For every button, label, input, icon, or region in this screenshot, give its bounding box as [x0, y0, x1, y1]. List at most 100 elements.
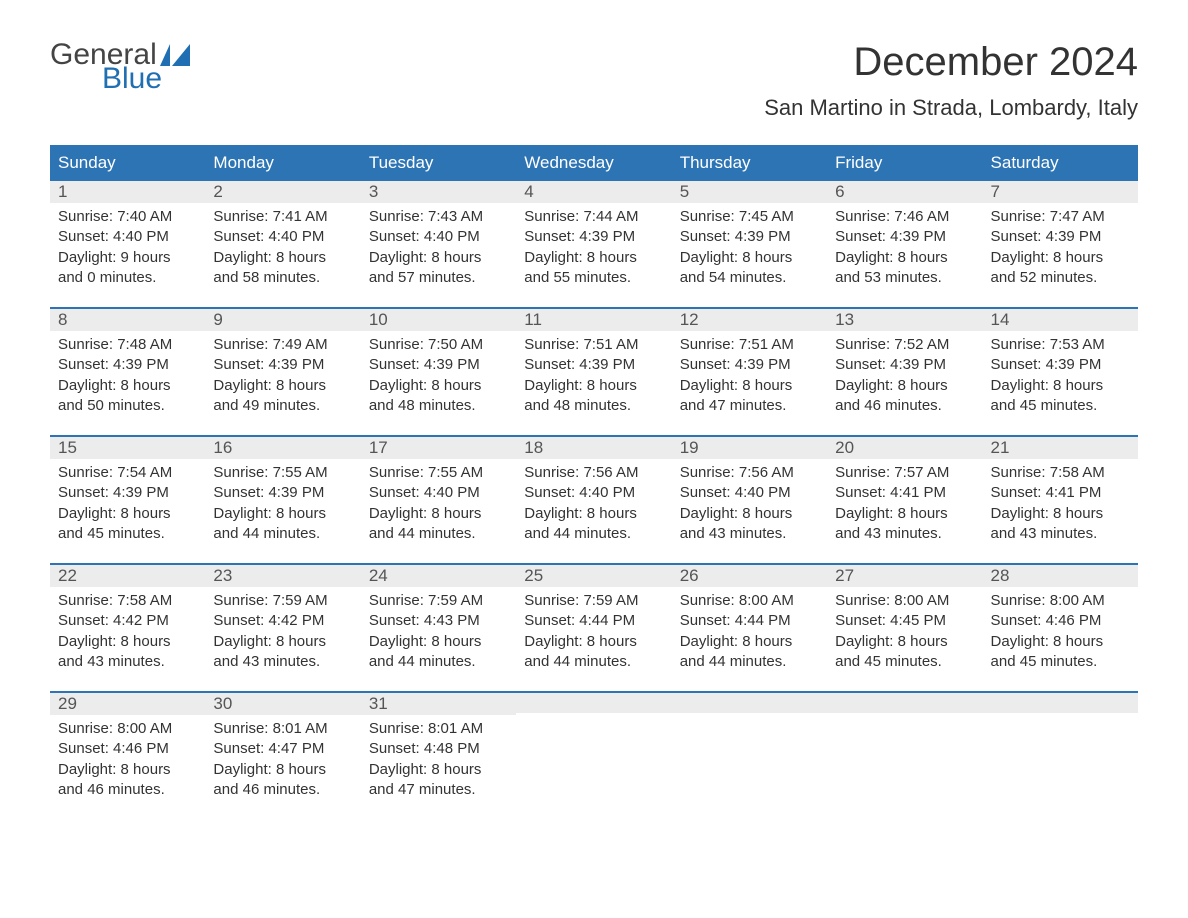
daylight-line-1: Daylight: 8 hours — [369, 632, 508, 652]
sunset-line: Sunset: 4:48 PM — [369, 739, 508, 759]
calendar-day-cell: 10Sunrise: 7:50 AMSunset: 4:39 PMDayligh… — [361, 307, 516, 435]
calendar-day-cell: 7Sunrise: 7:47 AMSunset: 4:39 PMDaylight… — [983, 179, 1138, 307]
weekday-header: Saturday — [983, 146, 1138, 179]
sunset-line: Sunset: 4:44 PM — [524, 611, 663, 631]
calendar-empty-cell — [672, 691, 827, 819]
day-number: 31 — [369, 694, 388, 713]
day-body: Sunrise: 8:00 AMSunset: 4:46 PMDaylight:… — [50, 715, 205, 806]
header: General Blue December 2024 San Martino i… — [50, 40, 1138, 121]
daylight-line-2: and 0 minutes. — [58, 268, 197, 288]
calendar-day-cell: 30Sunrise: 8:01 AMSunset: 4:47 PMDayligh… — [205, 691, 360, 819]
day-number: 21 — [991, 438, 1010, 457]
daylight-line-2: and 46 minutes. — [213, 780, 352, 800]
day-number-row: 5 — [672, 179, 827, 203]
daylight-line-2: and 43 minutes. — [213, 652, 352, 672]
daylight-line-1: Daylight: 8 hours — [369, 504, 508, 524]
sunset-line: Sunset: 4:39 PM — [680, 227, 819, 247]
calendar-day-cell: 21Sunrise: 7:58 AMSunset: 4:41 PMDayligh… — [983, 435, 1138, 563]
calendar-empty-cell — [983, 691, 1138, 819]
calendar-day-cell: 24Sunrise: 7:59 AMSunset: 4:43 PMDayligh… — [361, 563, 516, 691]
calendar-week-row: 15Sunrise: 7:54 AMSunset: 4:39 PMDayligh… — [50, 435, 1138, 563]
daylight-line-2: and 57 minutes. — [369, 268, 508, 288]
sunset-line: Sunset: 4:46 PM — [991, 611, 1130, 631]
sunset-line: Sunset: 4:40 PM — [680, 483, 819, 503]
calendar-week-row: 29Sunrise: 8:00 AMSunset: 4:46 PMDayligh… — [50, 691, 1138, 819]
sunset-line: Sunset: 4:40 PM — [213, 227, 352, 247]
day-number-row: 19 — [672, 435, 827, 459]
calendar-day-cell: 22Sunrise: 7:58 AMSunset: 4:42 PMDayligh… — [50, 563, 205, 691]
daylight-line-1: Daylight: 8 hours — [58, 504, 197, 524]
daylight-line-1: Daylight: 8 hours — [524, 632, 663, 652]
day-number: 30 — [213, 694, 232, 713]
empty-day-number-row — [983, 691, 1138, 713]
day-number-row: 8 — [50, 307, 205, 331]
daylight-line-2: and 44 minutes. — [369, 524, 508, 544]
calendar: Sunday Monday Tuesday Wednesday Thursday… — [50, 145, 1138, 819]
day-number-row: 23 — [205, 563, 360, 587]
sunrise-line: Sunrise: 7:51 AM — [524, 335, 663, 355]
daylight-line-1: Daylight: 8 hours — [835, 248, 974, 268]
weekday-header-row: Sunday Monday Tuesday Wednesday Thursday… — [50, 146, 1138, 179]
sunrise-line: Sunrise: 7:59 AM — [369, 591, 508, 611]
day-number-row: 25 — [516, 563, 671, 587]
sunset-line: Sunset: 4:44 PM — [680, 611, 819, 631]
calendar-day-cell: 27Sunrise: 8:00 AMSunset: 4:45 PMDayligh… — [827, 563, 982, 691]
daylight-line-2: and 44 minutes. — [213, 524, 352, 544]
day-body: Sunrise: 8:00 AMSunset: 4:46 PMDaylight:… — [983, 587, 1138, 678]
day-number: 6 — [835, 182, 844, 201]
daylight-line-1: Daylight: 9 hours — [58, 248, 197, 268]
day-number-row: 16 — [205, 435, 360, 459]
calendar-day-cell: 8Sunrise: 7:48 AMSunset: 4:39 PMDaylight… — [50, 307, 205, 435]
daylight-line-2: and 47 minutes. — [369, 780, 508, 800]
day-number-row: 2 — [205, 179, 360, 203]
day-number: 7 — [991, 182, 1000, 201]
day-body: Sunrise: 8:00 AMSunset: 4:44 PMDaylight:… — [672, 587, 827, 678]
calendar-day-cell: 6 Sunrise: 7:46 AMSunset: 4:39 PMDaylight… — [827, 179, 982, 307]
day-body: Sunrise: 8:01 AMSunset: 4:48 PMDaylight:… — [361, 715, 516, 806]
day-body: Sunrise: 7:51 AMSunset: 4:39 PMDaylight:… — [516, 331, 671, 422]
day-body: Sunrise: 7:46 AMSunset: 4:39 PMDaylight:… — [827, 203, 982, 294]
daylight-line-1: Daylight: 8 hours — [58, 632, 197, 652]
day-number: 9 — [213, 310, 222, 329]
day-number: 24 — [369, 566, 388, 585]
daylight-line-2: and 48 minutes. — [524, 396, 663, 416]
day-body: Sunrise: 7:59 AMSunset: 4:42 PMDaylight:… — [205, 587, 360, 678]
daylight-line-1: Daylight: 8 hours — [991, 376, 1130, 396]
sunset-line: Sunset: 4:39 PM — [524, 227, 663, 247]
calendar-day-cell: 13Sunrise: 7:52 AMSunset: 4:39 PMDayligh… — [827, 307, 982, 435]
sunrise-line: Sunrise: 7:48 AM — [58, 335, 197, 355]
day-number: 2 — [213, 182, 222, 201]
sunrise-line: Sunrise: 7:51 AM — [680, 335, 819, 355]
day-body: Sunrise: 7:50 AMSunset: 4:39 PMDaylight:… — [361, 331, 516, 422]
daylight-line-2: and 45 minutes. — [991, 396, 1130, 416]
sunrise-line: Sunrise: 7:54 AM — [58, 463, 197, 483]
calendar-day-cell: 3Sunrise: 7:43 AMSunset: 4:40 PMDaylight… — [361, 179, 516, 307]
sunset-line: Sunset: 4:40 PM — [369, 483, 508, 503]
daylight-line-1: Daylight: 8 hours — [369, 376, 508, 396]
calendar-day-cell: 26Sunrise: 8:00 AMSunset: 4:44 PMDayligh… — [672, 563, 827, 691]
day-body: Sunrise: 7:45 AMSunset: 4:39 PMDaylight:… — [672, 203, 827, 294]
sunrise-line: Sunrise: 8:00 AM — [991, 591, 1130, 611]
calendar-day-cell: 1Sunrise: 7:40 AMSunset: 4:40 PMDaylight… — [50, 179, 205, 307]
location: San Martino in Strada, Lombardy, Italy — [764, 95, 1138, 121]
day-number: 5 — [680, 182, 689, 201]
weekday-header: Friday — [827, 146, 982, 179]
calendar-day-cell: 20Sunrise: 7:57 AMSunset: 4:41 PMDayligh… — [827, 435, 982, 563]
daylight-line-1: Daylight: 8 hours — [524, 504, 663, 524]
day-number-row: 9 — [205, 307, 360, 331]
calendar-day-cell: 9Sunrise: 7:49 AMSunset: 4:39 PMDaylight… — [205, 307, 360, 435]
day-number: 22 — [58, 566, 77, 585]
day-body: Sunrise: 7:48 AMSunset: 4:39 PMDaylight:… — [50, 331, 205, 422]
sunset-line: Sunset: 4:46 PM — [58, 739, 197, 759]
calendar-day-cell: 23 Sunrise: 7:59 AMSunset: 4:42 PMDayligh… — [205, 563, 360, 691]
day-number: 25 — [524, 566, 543, 585]
sunrise-line: Sunrise: 7:56 AM — [524, 463, 663, 483]
day-number-row: 22 — [50, 563, 205, 587]
day-number: 23 — [213, 566, 232, 585]
sunrise-line: Sunrise: 7:44 AM — [524, 207, 663, 227]
daylight-line-2: and 45 minutes. — [58, 524, 197, 544]
sunset-line: Sunset: 4:40 PM — [58, 227, 197, 247]
sunrise-line: Sunrise: 7:53 AM — [991, 335, 1130, 355]
daylight-line-2: and 45 minutes. — [835, 652, 974, 672]
daylight-line-2: and 50 minutes. — [58, 396, 197, 416]
